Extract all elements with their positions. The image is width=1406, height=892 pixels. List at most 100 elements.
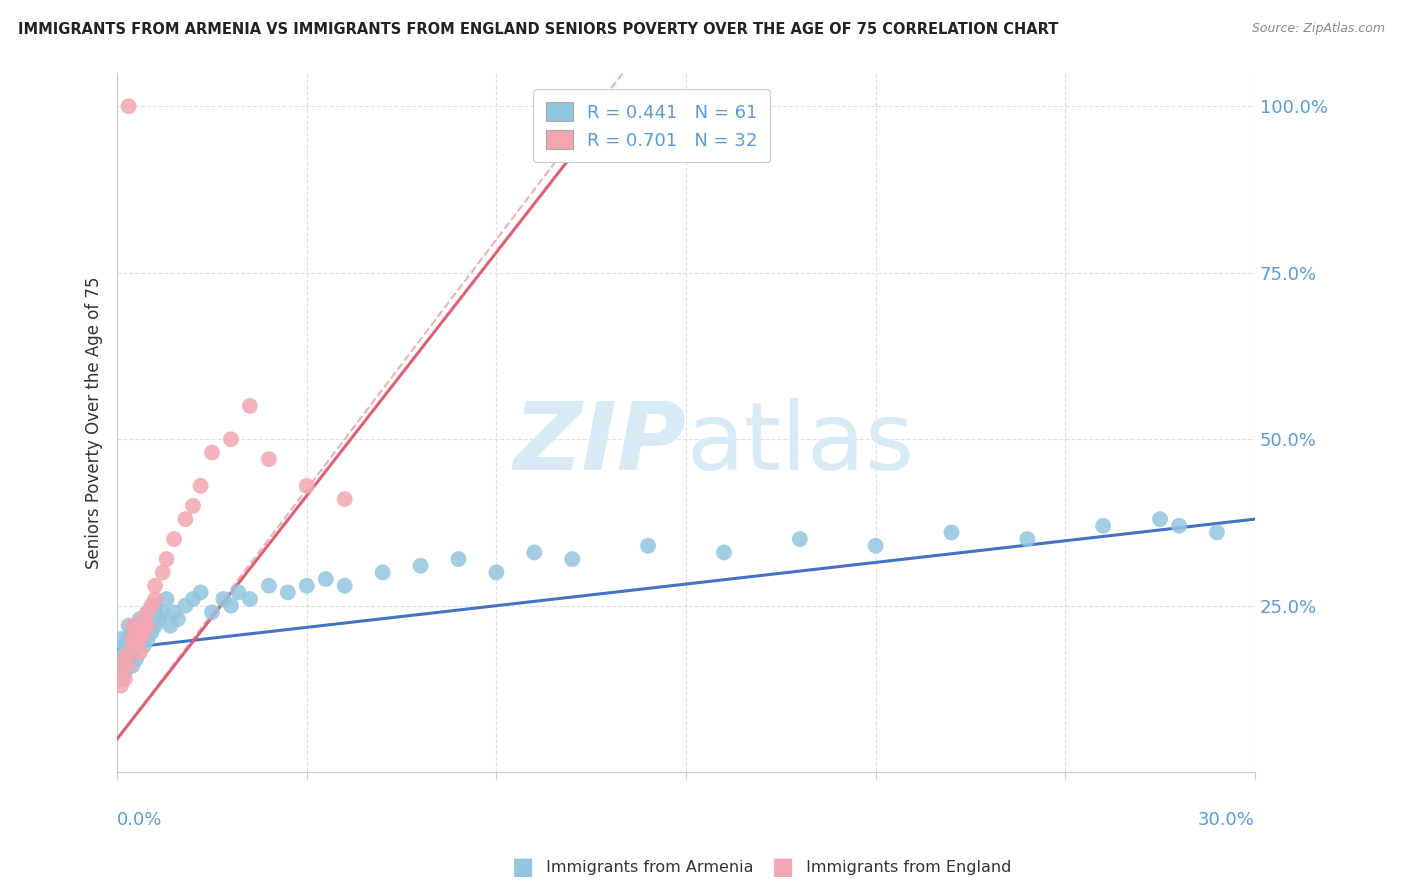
Point <box>143 618 166 632</box>
Point <box>132 618 155 632</box>
Point <box>181 592 204 607</box>
Text: Immigrants from England: Immigrants from England <box>801 860 1012 874</box>
Point <box>114 652 136 666</box>
Point <box>174 512 197 526</box>
Point <box>637 539 659 553</box>
Point <box>295 579 318 593</box>
Point <box>121 645 143 659</box>
Point <box>110 672 132 686</box>
Point <box>117 632 139 646</box>
Point <box>121 632 143 646</box>
Point <box>125 625 148 640</box>
Point <box>114 658 136 673</box>
Point <box>129 632 152 646</box>
Point <box>257 452 280 467</box>
Point <box>789 532 811 546</box>
Point <box>129 612 152 626</box>
Point <box>143 579 166 593</box>
Point <box>228 585 250 599</box>
Point <box>117 99 139 113</box>
Legend: R = 0.441   N = 61, R = 0.701   N = 32: R = 0.441 N = 61, R = 0.701 N = 32 <box>533 89 770 162</box>
Point <box>315 572 337 586</box>
Point <box>219 432 242 446</box>
Point <box>333 492 356 507</box>
Point <box>143 592 166 607</box>
Point <box>132 639 155 653</box>
Point <box>190 479 212 493</box>
Point <box>148 612 170 626</box>
Point <box>110 632 132 646</box>
Text: 0.0%: 0.0% <box>117 811 163 829</box>
Point <box>117 618 139 632</box>
Point <box>485 566 508 580</box>
Point <box>409 558 432 573</box>
Point <box>114 672 136 686</box>
Point <box>114 665 136 680</box>
Point <box>1017 532 1039 546</box>
Point <box>117 645 139 659</box>
Point <box>201 445 224 459</box>
Point <box>121 658 143 673</box>
Point <box>1149 512 1171 526</box>
Point <box>174 599 197 613</box>
Point <box>136 618 159 632</box>
Point <box>141 625 163 640</box>
Point <box>136 605 159 619</box>
Point <box>125 639 148 653</box>
Point <box>277 585 299 599</box>
Text: Source: ZipAtlas.com: Source: ZipAtlas.com <box>1251 22 1385 36</box>
Point <box>125 618 148 632</box>
Point <box>523 545 546 559</box>
Point <box>190 585 212 599</box>
Text: ■: ■ <box>512 855 534 879</box>
Point <box>132 612 155 626</box>
Point <box>713 545 735 559</box>
Point <box>152 605 174 619</box>
Point <box>121 625 143 640</box>
Point <box>155 552 177 566</box>
Point <box>114 639 136 653</box>
Point <box>121 618 143 632</box>
Point <box>239 399 262 413</box>
Point <box>141 599 163 613</box>
Point <box>219 599 242 613</box>
Point <box>108 658 131 673</box>
Point <box>239 592 262 607</box>
Point <box>181 499 204 513</box>
Point <box>865 539 887 553</box>
Point <box>1168 518 1191 533</box>
Text: 30.0%: 30.0% <box>1198 811 1256 829</box>
Point <box>110 665 132 680</box>
Point <box>129 632 152 646</box>
Point <box>163 605 186 619</box>
Point <box>136 632 159 646</box>
Point <box>136 605 159 619</box>
Point <box>129 645 152 659</box>
Point <box>163 532 186 546</box>
Point <box>117 652 139 666</box>
Point <box>132 625 155 640</box>
Point <box>941 525 963 540</box>
Point <box>201 605 224 619</box>
Point <box>125 639 148 653</box>
Text: IMMIGRANTS FROM ARMENIA VS IMMIGRANTS FROM ENGLAND SENIORS POVERTY OVER THE AGE : IMMIGRANTS FROM ARMENIA VS IMMIGRANTS FR… <box>18 22 1059 37</box>
Text: ZIP: ZIP <box>513 398 686 490</box>
Text: atlas: atlas <box>686 398 914 490</box>
Point <box>561 552 583 566</box>
Point <box>125 652 148 666</box>
Point <box>447 552 470 566</box>
Point <box>110 652 132 666</box>
Point <box>114 645 136 659</box>
Point <box>1206 525 1229 540</box>
Point <box>295 479 318 493</box>
Point <box>155 592 177 607</box>
Text: ■: ■ <box>772 855 794 879</box>
Point <box>159 618 181 632</box>
Point <box>167 612 190 626</box>
Point <box>143 599 166 613</box>
Y-axis label: Seniors Poverty Over the Age of 75: Seniors Poverty Over the Age of 75 <box>86 277 103 569</box>
Point <box>152 566 174 580</box>
Point <box>257 579 280 593</box>
Point <box>1092 518 1115 533</box>
Point <box>333 579 356 593</box>
